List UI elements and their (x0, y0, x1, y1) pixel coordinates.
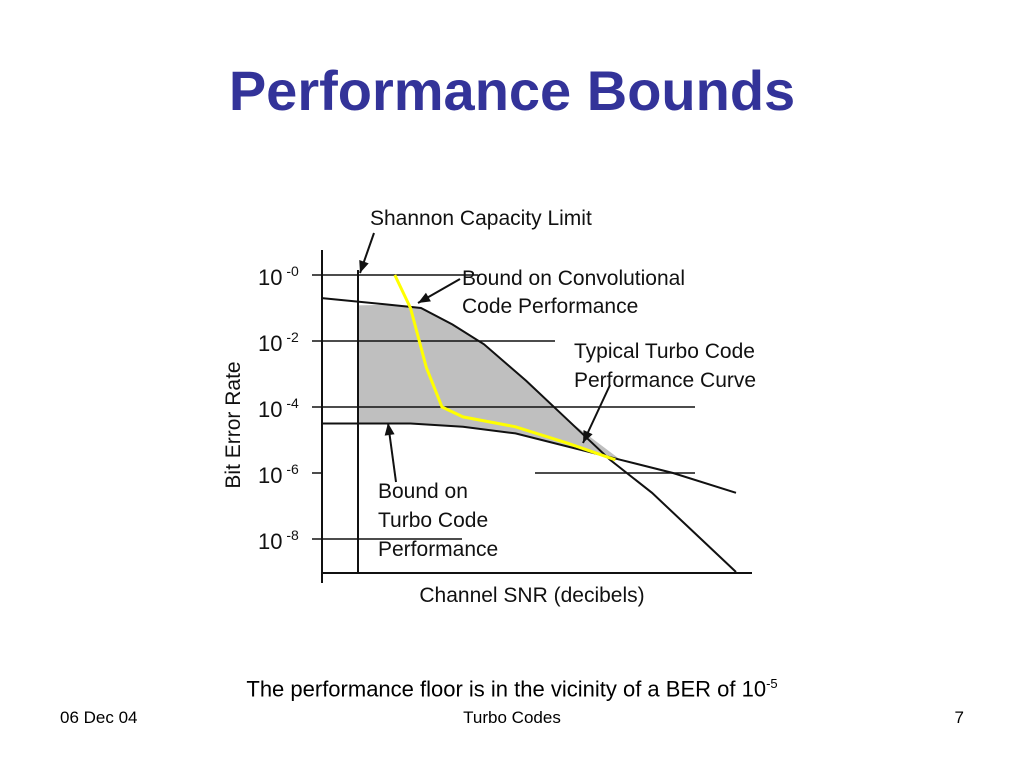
arrow-turbo-curve-head (583, 430, 593, 443)
annotation-turbo_curve-line: Typical Turbo Code (574, 340, 755, 363)
annotation-shannon-line: Shannon Capacity Limit (370, 207, 592, 230)
y-tick-label: 10 -4 (258, 395, 299, 422)
series-turbo-bound (322, 422, 737, 494)
tick-base: 10 (258, 265, 282, 290)
annotation-turbo_bound-line: Performance (378, 538, 498, 561)
annotation-conv-line: Bound on Convolutional (462, 267, 685, 290)
y-tick-label: 10 -0 (258, 263, 299, 290)
caption-exponent: -5 (766, 676, 778, 691)
footer-date: 06 Dec 04 (60, 708, 138, 727)
axes (321, 250, 752, 583)
tick-exponent: -4 (282, 395, 299, 411)
footer-topic: Turbo Codes (463, 708, 561, 727)
ber-chart: 10 -010 -210 -410 -610 -8 Shannon Capaci… (222, 207, 756, 607)
y-tick-label: 10 -8 (258, 527, 299, 554)
arrow-shannon-head (359, 260, 369, 273)
shaded-region (358, 304, 621, 460)
tick-exponent: -8 (282, 527, 299, 543)
annotation-conv-line: Code Performance (462, 295, 638, 318)
slide-title: Performance Bounds (228, 59, 796, 122)
arrow-turbo-bound-head (384, 423, 395, 436)
grid-lines (312, 274, 695, 540)
y-tick-label: 10 -6 (258, 461, 299, 488)
caption: The performance floor is in the vicinity… (0, 676, 1024, 702)
tick-base: 10 (258, 397, 282, 422)
series-turbo-curve (393, 274, 616, 462)
series (321, 274, 737, 573)
y-tick-label: 10 -2 (258, 329, 299, 356)
annotation-turbo_curve-line: Performance Curve (574, 369, 756, 392)
y-tick-labels: 10 -010 -210 -410 -610 -8 (258, 263, 299, 554)
annotations: Shannon Capacity Limit Bound on Convoluti… (359, 207, 756, 561)
tick-exponent: -2 (282, 329, 299, 345)
tick-base: 10 (258, 463, 282, 488)
tick-base: 10 (258, 529, 282, 554)
tick-exponent: -6 (282, 461, 299, 477)
arrow-conv-head (418, 292, 431, 303)
tick-exponent: -0 (282, 263, 299, 279)
caption-text: The performance floor is in the vicinity… (246, 676, 767, 702)
tick-base: 10 (258, 331, 282, 356)
y-axis-label: Bit Error Rate (222, 361, 245, 488)
x-axis-label: Channel SNR (decibels) (419, 584, 644, 607)
annotation-turbo_bound-line: Turbo Code (378, 509, 488, 532)
page-number: 7 (954, 708, 964, 727)
annotation-turbo_bound-line: Bound on (378, 480, 468, 503)
